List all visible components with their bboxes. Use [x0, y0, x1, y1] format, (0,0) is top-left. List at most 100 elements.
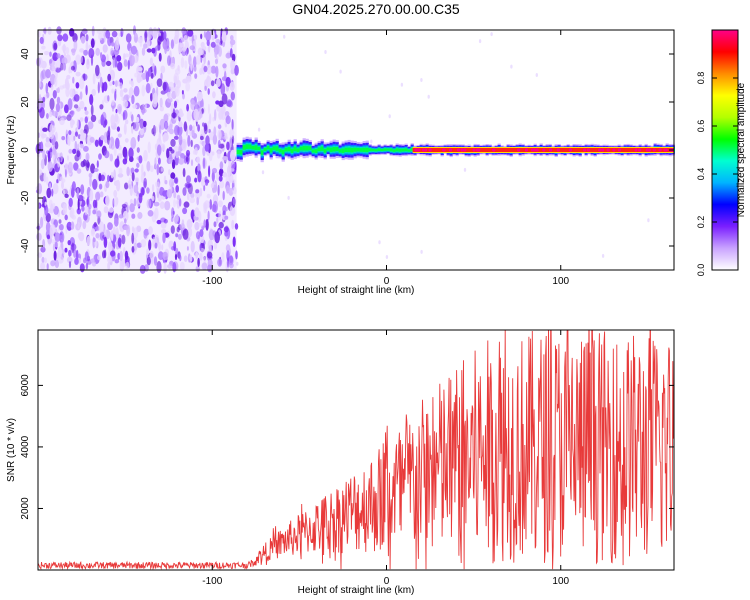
- noise-speck: [478, 39, 482, 44]
- noise-speck: [209, 199, 212, 210]
- noise-speck: [162, 134, 167, 143]
- noise-speck: [90, 114, 97, 123]
- noise-speck: [42, 239, 46, 250]
- noise-speck: [43, 27, 47, 35]
- noise-speck: [54, 141, 59, 150]
- noise-speck: [222, 172, 228, 178]
- noise-speck: [112, 80, 115, 85]
- noise-speck: [117, 173, 124, 178]
- noise-speck: [80, 128, 84, 135]
- noise-speck: [141, 164, 144, 176]
- noise-speck: [150, 82, 153, 89]
- noise-speck: [83, 145, 89, 152]
- noise-speck: [173, 241, 177, 252]
- noise-speck: [131, 55, 135, 65]
- noise-speck: [220, 83, 226, 96]
- noise-speck: [216, 217, 219, 224]
- noise-speck: [54, 232, 61, 242]
- noise-speck: [174, 86, 180, 97]
- noise-speck: [149, 57, 153, 66]
- noise-speck: [167, 55, 171, 66]
- noise-speck: [230, 35, 234, 41]
- noise-speck: [205, 218, 209, 231]
- noise-speck: [100, 174, 105, 182]
- noise-speck: [191, 129, 195, 137]
- noise-speck: [85, 34, 89, 42]
- colorbar-tick-label: 0.6: [696, 120, 706, 133]
- noise-speck: [164, 180, 168, 185]
- noise-speck: [80, 55, 83, 64]
- noise-speck: [119, 89, 124, 98]
- noise-speck: [232, 236, 236, 248]
- tone-core: [423, 148, 428, 152]
- noise-speck: [230, 41, 233, 48]
- noise-speck: [229, 255, 233, 264]
- noise-speck: [97, 255, 102, 261]
- noise-speck: [48, 111, 53, 118]
- noise-speck: [40, 262, 46, 270]
- noise-speck: [184, 60, 188, 70]
- noise-speck: [174, 75, 178, 85]
- noise-speck: [114, 90, 117, 102]
- tone-band: [383, 148, 387, 151]
- noise-speck: [199, 243, 202, 251]
- noise-speck: [201, 262, 208, 271]
- noise-speck: [179, 261, 185, 271]
- noise-speck: [185, 149, 191, 157]
- noise-speck: [170, 62, 176, 70]
- noise-speck: [181, 46, 187, 52]
- noise-speck: [143, 149, 148, 162]
- noise-speck: [178, 120, 183, 128]
- noise-speck: [62, 189, 66, 196]
- noise-speck: [225, 244, 231, 252]
- noise-speck: [42, 96, 46, 103]
- noise-speck: [53, 250, 57, 261]
- noise-speck: [157, 251, 164, 261]
- spectrogram-ytick-label: 0: [20, 147, 31, 153]
- noise-speck: [41, 100, 45, 109]
- noise-speck: [161, 229, 167, 234]
- noise-speck: [203, 53, 207, 65]
- spectrogram-xtick-label: 0: [384, 276, 390, 287]
- noise-speck: [157, 157, 161, 165]
- noise-speck: [186, 192, 190, 201]
- tone-band: [236, 149, 240, 155]
- noise-speck: [202, 122, 205, 127]
- noise-speck: [150, 92, 153, 102]
- noise-speck: [116, 55, 122, 62]
- noise-speck: [117, 61, 123, 72]
- noise-speck: [112, 57, 116, 69]
- noise-speck: [207, 210, 210, 221]
- tone-band: [332, 147, 336, 152]
- noise-speck: [44, 205, 49, 217]
- noise-speck: [218, 100, 224, 108]
- tone-core: [556, 148, 560, 152]
- noise-speck: [84, 116, 89, 124]
- noise-speck: [123, 59, 128, 67]
- noise-speck: [92, 209, 97, 215]
- noise-speck: [67, 98, 73, 111]
- noise-speck: [77, 232, 84, 240]
- noise-speck: [95, 191, 101, 201]
- noise-speck: [64, 247, 68, 253]
- noise-speck: [73, 94, 80, 102]
- noise-speck: [131, 45, 137, 55]
- noise-speck: [162, 190, 168, 197]
- noise-speck: [160, 167, 164, 172]
- noise-speck: [163, 113, 169, 123]
- noise-speck: [92, 73, 96, 85]
- tone-core: [568, 148, 572, 152]
- colorbar-ticks: 0.0 0.2 0.4 0.6 0.8: [696, 72, 738, 276]
- noise-speck: [283, 34, 286, 39]
- noise-speck: [226, 99, 232, 107]
- noise-speck: [155, 45, 161, 51]
- noise-speck: [43, 172, 47, 183]
- noise-speck: [151, 47, 156, 54]
- noise-speck: [153, 256, 158, 266]
- noise-speck: [90, 104, 94, 116]
- tone-core: [598, 148, 602, 152]
- noise-speck: [50, 84, 54, 91]
- noise-speck: [99, 76, 103, 88]
- noise-speck: [182, 187, 187, 196]
- noise-speck: [166, 148, 170, 159]
